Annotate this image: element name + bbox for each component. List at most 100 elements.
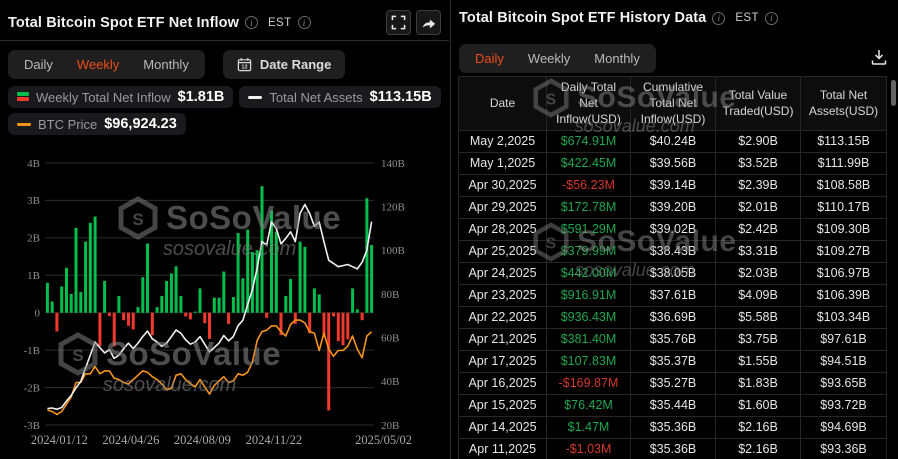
table-row[interactable]: Apr 29,2025 $172.78M $39.20B $2.01B $110.17B [458,195,887,219]
svg-text:80B: 80B [381,289,399,301]
interval-tabs: Daily Weekly Monthly [8,50,205,79]
table-row[interactable]: Apr 30,2025 -$56.23M $39.14B $2.39B $108.58B [458,173,887,197]
table-row[interactable]: Apr 16,2025 -$169.87M $35.27B $1.83B $93.65B [458,371,887,395]
info-icon[interactable]: i [244,16,258,29]
tab-monthly[interactable]: Monthly [594,51,640,66]
page-title: Total Bitcoin Spot ETF History Data [459,10,707,26]
legend-value: $113.15B [369,89,432,105]
tab-daily[interactable]: Daily [475,51,504,66]
table-row[interactable]: Apr 14,2025 $1.47M $35.36B $2.16B $94.69B [458,415,887,439]
header-divider [0,40,449,41]
column-header: Daily Total Net Inflow(USD) [546,76,631,131]
legend-label: BTC Price [38,116,98,132]
daily-inflow-cell: $936.43M [546,305,631,329]
cumulative-inflow-cell: $35.36B [630,415,716,439]
date-cell: May 2,2025 [458,129,547,153]
legend-item-btc-price[interactable]: BTC Price $96,924.23 [8,113,186,135]
info-icon[interactable]: i [764,11,778,25]
date-cell: May 1,2025 [458,151,547,175]
legend-item-net-assets[interactable]: Total Net Assets $113.15B [239,86,441,108]
column-header: Date [458,76,547,131]
net-assets-cell: $106.39B [800,283,887,307]
daily-inflow-cell: $381.40M [546,327,631,351]
cumulative-inflow-cell: $39.02B [630,217,716,241]
daily-inflow-cell: -$169.87M [546,371,631,395]
legend-item-net-inflow[interactable]: Weekly Total Net Inflow $1.81B [8,86,234,108]
net-assets-cell: $93.72B [800,393,887,417]
value-traded-cell: $2.42B [715,217,801,241]
cumulative-inflow-cell: $39.56B [630,151,716,175]
table-row[interactable]: Apr 15,2025 $76.42M $35.44B $1.60B $93.72B [458,393,887,417]
net-inflow-panel: Total Bitcoin Spot ETF Net Inflow i EST … [0,10,449,459]
cumulative-inflow-cell: $37.61B [630,283,716,307]
table-row[interactable]: Apr 23,2025 $916.91M $37.61B $4.09B $106.39B [458,283,887,307]
info-icon[interactable]: i [297,16,311,29]
value-traded-cell: $3.52B [715,151,801,175]
chart-controls: Daily Weekly Monthly 12 Date Range [8,50,346,79]
value-traded-cell: $2.01B [715,195,801,219]
value-traded-cell: $2.03B [715,261,801,285]
svg-text:20B: 20B [381,420,399,432]
table-row[interactable]: May 1,2025 $422.45M $39.56B $3.52B $111.99B [458,151,887,175]
svg-text:40B: 40B [381,376,399,388]
svg-text:0: 0 [35,308,41,320]
history-table: Date Daily Total Net Inflow(USD) Cumulativ… [458,76,888,459]
value-traded-cell: $2.16B [715,437,801,459]
tab-monthly[interactable]: Monthly [143,57,189,72]
share-button[interactable] [416,10,441,35]
value-traded-cell: $1.83B [715,371,801,395]
svg-text:140B: 140B [381,158,405,170]
svg-text:100B: 100B [381,245,405,257]
svg-text:1B: 1B [27,270,40,282]
table-row[interactable]: Apr 17,2025 $107.83M $35.37B $1.55B $94.51B [458,349,887,373]
date-cell: Apr 30,2025 [458,173,547,197]
svg-text:-2B: -2B [24,382,41,394]
history-table-header-row: Date Daily Total Net Inflow(USD) Cumulativ… [458,76,887,131]
fullscreen-button[interactable] [386,10,411,35]
legend-label: Total Net Assets [269,89,363,105]
info-icon[interactable]: i [712,11,726,25]
download-button[interactable] [868,46,890,71]
date-cell: Apr 28,2025 [458,217,547,241]
calendar-icon: 12 [237,57,252,72]
net-assets-cell: $109.30B [800,217,887,241]
inflow-chart[interactable]: 4B 3B 2B 1B 0 -1B -2B -3B 140B 120B 100B 80B 60B 40B 2… [0,136,449,459]
cumulative-inflow-cell: $35.76B [630,327,716,351]
table-row[interactable]: Apr 21,2025 $381.40M $35.76B $3.75B $97.61B [458,327,887,351]
cumulative-inflow-cell: $35.37B [630,349,716,373]
svg-text:60B: 60B [381,333,399,345]
chart-legend: Weekly Total Net Inflow $1.81B Total Net… [8,86,445,135]
svg-text:4B: 4B [27,158,40,170]
date-range-button[interactable]: 12 Date Range [222,50,346,79]
svg-text:2024/11/22: 2024/11/22 [246,433,302,447]
table-row[interactable]: Apr 11,2025 -$1.03M $35.36B $2.16B $93.36B [458,437,887,459]
date-cell: Apr 29,2025 [458,195,547,219]
table-scrollbar-thumb[interactable] [891,80,896,106]
table-row[interactable]: Apr 25,2025 $379.99M $38.43B $3.31B $109.27B [458,239,887,263]
column-header: Total Net Assets(USD) [800,76,887,131]
tab-daily[interactable]: Daily [24,57,53,72]
value-traded-cell: $2.39B [715,173,801,197]
daily-inflow-cell: $172.78M [546,195,631,219]
table-row[interactable]: Apr 22,2025 $936.43M $36.69B $5.58B $103.34B [458,305,887,329]
svg-text:3B: 3B [27,195,40,207]
net-assets-cell: $103.34B [800,305,887,329]
daily-inflow-cell: $422.45M [546,151,631,175]
date-cell: Apr 23,2025 [458,283,547,307]
net-assets-cell: $113.15B [800,129,887,153]
daily-inflow-cell: $674.91M [546,129,631,153]
cumulative-inflow-cell: $35.27B [630,371,716,395]
svg-text:2B: 2B [27,233,40,245]
column-header: Cumulative Total Net Inflow(USD) [630,76,716,131]
table-row[interactable]: Apr 28,2025 $591.29M $39.02B $2.42B $109.30B [458,217,887,241]
value-traded-cell: $5.58B [715,305,801,329]
cumulative-inflow-cell: $38.05B [630,261,716,285]
tab-weekly[interactable]: Weekly [527,51,571,66]
cumulative-inflow-cell: $40.24B [630,129,716,153]
table-row[interactable]: Apr 24,2025 $442.00M $38.05B $2.03B $106.97B [458,261,887,285]
tab-weekly[interactable]: Weekly [76,57,120,72]
daily-inflow-cell: $107.83M [546,349,631,373]
table-row[interactable]: May 2,2025 $674.91M $40.24B $2.90B $113.15B [458,129,887,153]
line-swatch-icon [248,95,263,99]
